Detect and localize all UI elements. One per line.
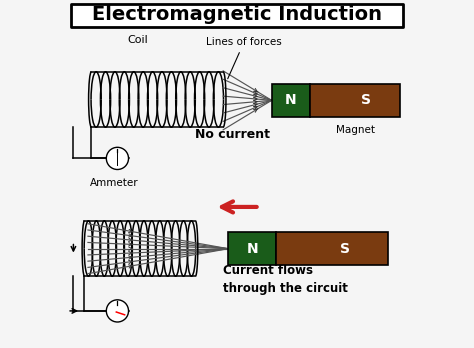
Circle shape [106, 147, 128, 169]
Bar [276, 232, 388, 265]
Bar [310, 84, 400, 117]
Text: Ammeter: Ammeter [90, 178, 138, 188]
Text: N: N [285, 93, 297, 107]
Bar [71, 4, 403, 27]
Text: Coil: Coil [128, 34, 148, 45]
Text: S: S [361, 93, 371, 107]
Text: Magnet: Magnet [336, 126, 374, 135]
Text: No current: No current [195, 128, 270, 141]
Bar [272, 84, 310, 117]
Text: Electromagnetic Induction: Electromagnetic Induction [92, 5, 382, 24]
Text: S: S [340, 242, 350, 256]
Text: Lines of forces: Lines of forces [206, 37, 282, 79]
Text: N: N [246, 242, 258, 256]
Circle shape [106, 300, 128, 322]
Bar [228, 232, 276, 265]
Text: Current flows
through the circuit: Current flows through the circuit [223, 264, 348, 295]
